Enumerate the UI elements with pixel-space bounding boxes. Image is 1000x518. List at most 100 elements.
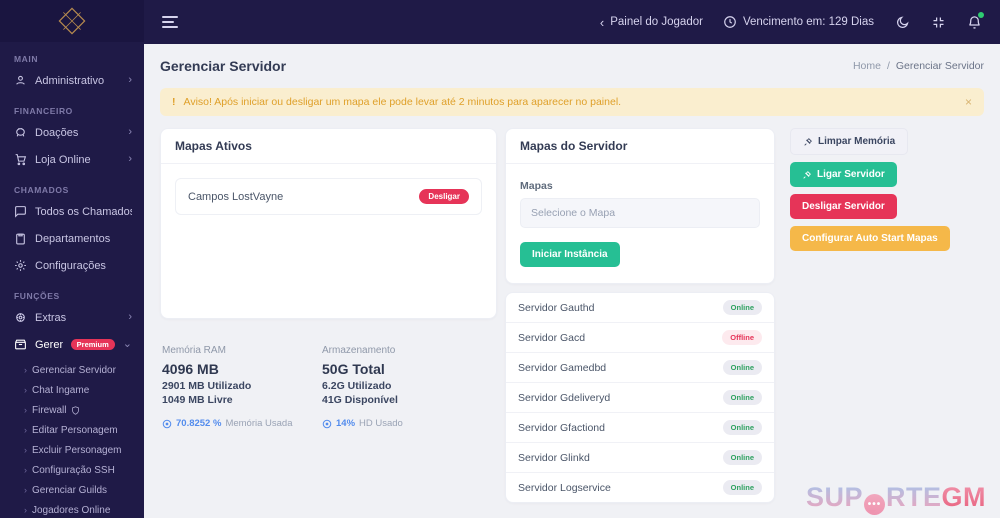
sidebar-item-label: Todos os Chamados — [35, 205, 132, 218]
clock-icon — [724, 16, 736, 28]
submenu-gerenciar-guilds[interactable]: › Gerenciar Guilds — [0, 480, 144, 500]
map-shutdown-button[interactable]: Desligar — [419, 189, 469, 204]
server-name: Servidor Gauthd — [518, 301, 595, 314]
watermark-text-gm: GM — [941, 481, 986, 512]
app-logo[interactable] — [0, 0, 144, 42]
sidebar-item-loja-online[interactable]: Loja Online › — [0, 146, 144, 173]
ram-stats: Memória RAM 4096 MB 2901 MB Utilizado 10… — [162, 345, 322, 429]
sidebar-item-administrativo[interactable]: Administrativo › — [0, 67, 144, 94]
status-badge: Online — [722, 300, 762, 315]
main-content: Gerenciar Servidor Home / Gerenciar Serv… — [144, 44, 1000, 518]
sidebar-item-label: Configurações — [35, 259, 106, 272]
shield-icon — [72, 405, 80, 415]
server-name: Servidor Gacd — [518, 331, 586, 344]
server-row: Servidor Logservice Online — [506, 473, 774, 502]
start-server-button[interactable]: Ligar Servidor — [790, 162, 897, 187]
server-maps-title: Mapas do Servidor — [506, 129, 774, 164]
sidebar-item-label: Extras — [35, 311, 67, 324]
message-square-icon — [15, 206, 26, 218]
auto-start-label: Configurar Auto Start Mapas — [802, 233, 938, 244]
ram-percent-label: Memória Usada — [225, 418, 293, 429]
start-instance-button[interactable]: Iniciar Instância — [520, 242, 620, 267]
submenu-label: Configuração SSH — [32, 464, 115, 476]
moon-icon — [896, 15, 909, 28]
notifications-button[interactable] — [966, 12, 984, 30]
plug-icon — [803, 170, 811, 179]
server-name: Servidor Logservice — [518, 481, 611, 494]
start-server-label: Ligar Servidor — [817, 169, 885, 180]
submenu-firewall[interactable]: › Firewall — [0, 400, 144, 420]
shopping-cart-icon — [15, 154, 27, 166]
sidebar-section-funcoes: FUNÇÕES — [14, 291, 60, 301]
sidebar-item-label: Departamentos — [35, 232, 111, 245]
sidebar-item-extras[interactable]: Extras › — [0, 304, 144, 331]
breadcrumb: Home / Gerenciar Servidor — [853, 60, 984, 72]
hamburger-menu-icon[interactable] — [162, 16, 178, 28]
storage-label: Armazenamento — [322, 345, 396, 356]
chevron-right-icon: › — [24, 385, 27, 395]
breadcrumb-home-link[interactable]: Home — [852, 60, 881, 72]
maps-field-label: Mapas — [520, 180, 553, 192]
submenu-editar-personagem[interactable]: › Editar Personagem — [0, 420, 144, 440]
sidebar-item-todos-chamados[interactable]: Todos os Chamados — [0, 198, 144, 225]
status-badge: Online — [722, 390, 762, 405]
server-row: Servidor Gdeliveryd Online — [506, 383, 774, 413]
server-name: Servidor Gfactiond — [518, 421, 605, 434]
clear-memory-button[interactable]: Limpar Memória — [790, 128, 909, 155]
status-badge: Online — [722, 450, 762, 465]
server-row: Servidor Gamedbd Online — [506, 353, 774, 383]
sidebar-section-main: MAIN — [14, 54, 39, 64]
sidebar: MAIN Administrativo › FINANCEIRO Doações… — [0, 0, 144, 518]
server-name: Servidor Gdeliveryd — [518, 391, 611, 404]
server-row: Servidor Gacd Offline — [506, 323, 774, 353]
submenu-label: Gerenciar Guilds — [32, 484, 108, 496]
expiry-label: Vencimento em: 129 Dias — [742, 16, 874, 28]
submenu-label: Excluir Personagem — [32, 444, 122, 456]
active-maps-title: Mapas Ativos — [161, 129, 496, 164]
storage-stats: Armazenamento 50G Total 6.2G Utilizado 4… — [322, 345, 482, 429]
chevron-down-icon: ⌄ — [122, 338, 132, 350]
status-badge: Online — [722, 480, 762, 495]
status-badge: Offline — [722, 330, 762, 345]
ram-total: 4096 MB — [162, 361, 219, 377]
sidebar-item-departamentos[interactable]: Departamentos — [0, 225, 144, 252]
ram-free: 1049 MB Livre — [162, 394, 233, 406]
page-title: Gerenciar Servidor — [160, 58, 287, 74]
submenu-gerenciar-servidor[interactable]: › Gerenciar Servidor — [0, 360, 144, 380]
chevron-right-icon: › — [24, 365, 27, 375]
back-to-player-panel-link[interactable]: ‹ Painel do Jogador — [600, 15, 703, 30]
map-select[interactable]: Selecione o Mapa — [520, 198, 760, 228]
storage-percent-row: 14% HD Usado — [322, 418, 482, 429]
alert-text: Aviso! Após iniciar ou desligar um mapa … — [183, 96, 622, 108]
chevron-right-icon: › — [24, 445, 27, 455]
stop-server-button[interactable]: Desligar Servidor — [790, 194, 897, 219]
diamond-logo-icon — [58, 7, 86, 35]
dark-mode-toggle[interactable] — [894, 14, 910, 30]
chevron-right-icon: › — [128, 153, 132, 165]
submenu-chat-ingame[interactable]: › Chat Ingame — [0, 380, 144, 400]
storage-percent: 14% — [336, 418, 356, 429]
ram-percent-row: 70.8252 % Memória Usada — [162, 418, 322, 429]
sidebar-item-configuracoes[interactable]: Configurações — [0, 252, 144, 279]
ram-label: Memória RAM — [162, 345, 226, 356]
premium-badge: Premium — [70, 338, 115, 351]
status-badge: Online — [722, 420, 762, 435]
chevron-left-icon: ‹ — [599, 14, 605, 30]
submenu-configuracao-ssh[interactable]: › Configuração SSH — [0, 460, 144, 480]
fullscreen-toggle[interactable] — [930, 14, 946, 30]
breadcrumb-current: Gerenciar Servidor — [895, 60, 984, 72]
sidebar-item-doacoes[interactable]: Doações › — [0, 119, 144, 146]
resource-stats: Memória RAM 4096 MB 2901 MB Utilizado 10… — [160, 345, 497, 429]
sidebar-item-gerenciar-servidor[interactable]: Gerenciar Servidor Premium ⌄ — [0, 331, 144, 358]
sidebar-section-chamados: CHAMADOS — [14, 185, 69, 195]
cog-icon — [16, 313, 25, 322]
server-status-list: Servidor Gauthd Online Servidor Gacd Off… — [505, 292, 775, 503]
auto-start-maps-button[interactable]: Configurar Auto Start Mapas — [790, 226, 950, 251]
submenu-jogadores-online[interactable]: › Jogadores Online — [0, 500, 144, 518]
clipboard-icon — [16, 233, 25, 245]
storage-free: 41G Disponível — [322, 394, 398, 406]
submenu-excluir-personagem[interactable]: › Excluir Personagem — [0, 440, 144, 460]
notification-dot — [978, 12, 984, 18]
server-row: Servidor Glinkd Online — [506, 443, 774, 473]
alert-close-icon[interactable]: × — [964, 95, 972, 109]
